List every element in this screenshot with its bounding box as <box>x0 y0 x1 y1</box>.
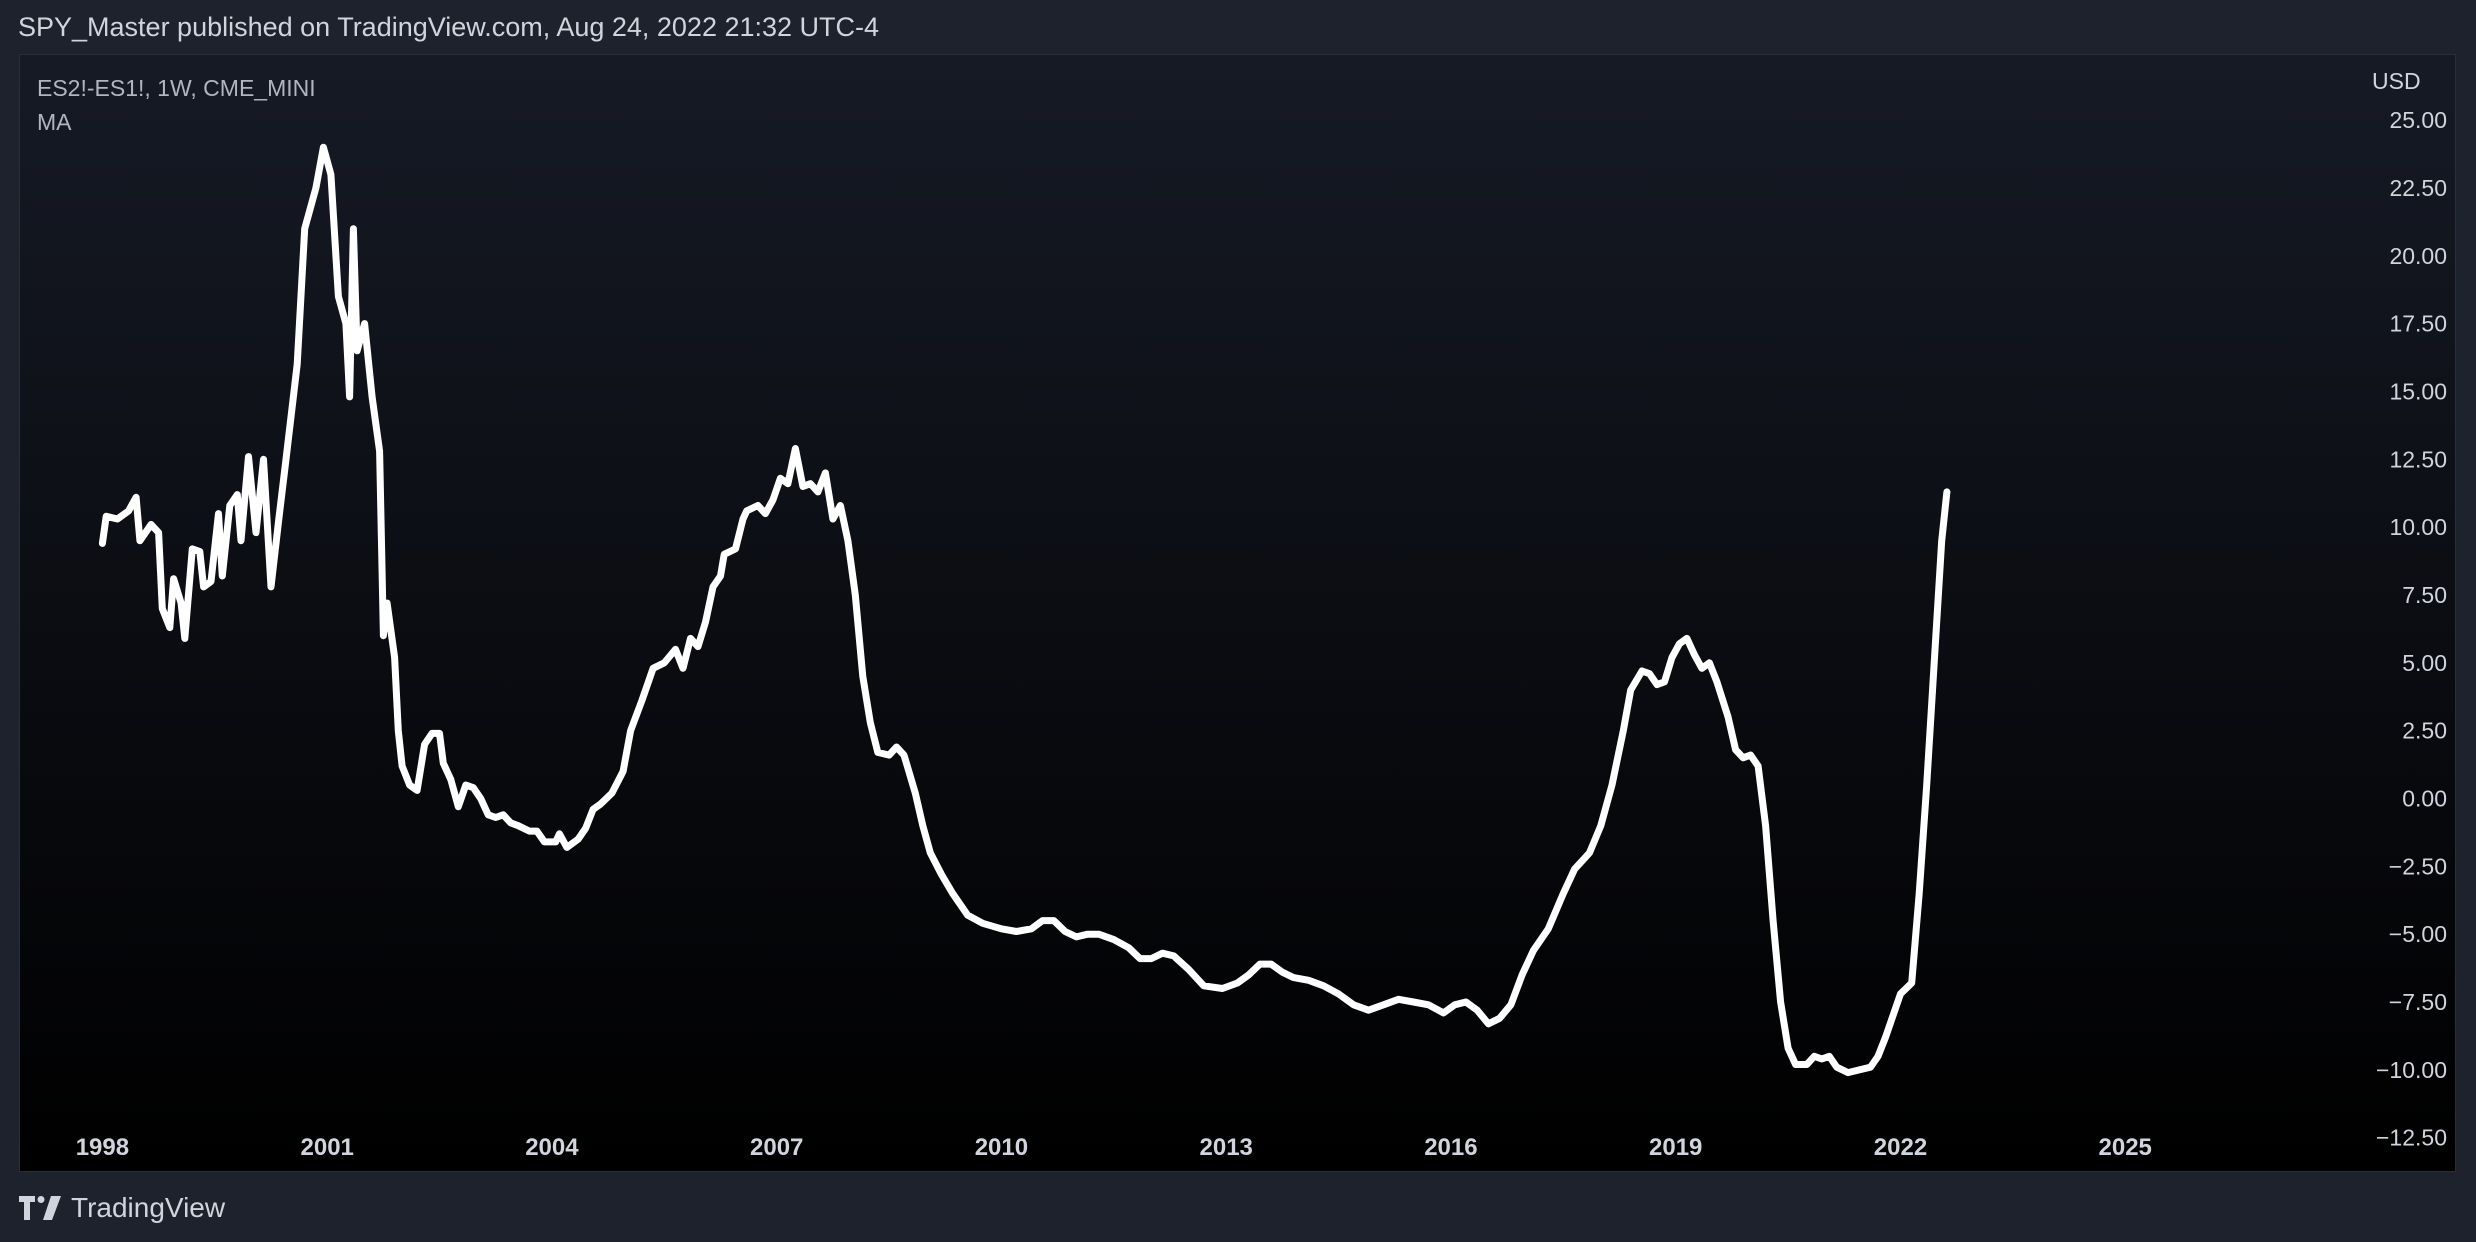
y-tick-label: −12.50 <box>2376 1125 2447 1151</box>
x-tick-label: 2001 <box>301 1134 354 1161</box>
y-tick-label: 22.50 <box>2389 175 2447 201</box>
y-tick-label: 17.50 <box>2389 311 2447 337</box>
footer[interactable]: TradingView <box>19 1192 225 1224</box>
x-tick-label: 2022 <box>1874 1134 1927 1161</box>
x-tick-label: 2004 <box>525 1134 579 1161</box>
series-line-0[interactable] <box>98 143 1951 1077</box>
y-tick-label: 0.00 <box>2402 786 2447 812</box>
symbol-label[interactable]: ES2!-ES1!, 1W, CME_MINI <box>37 75 316 101</box>
y-axis[interactable]: 25.00 22.50 20.00 17.50 15.00 12.50 10.00 7.50 5… <box>2376 107 2447 1151</box>
x-tick-label: 2019 <box>1649 1134 1702 1161</box>
x-tick-label: 2010 <box>975 1134 1028 1161</box>
y-tick-label: 7.50 <box>2402 582 2447 608</box>
chart-legend[interactable]: ES2!-ES1!, 1W, CME_MINI MA <box>37 71 316 139</box>
y-tick-label: 5.00 <box>2402 650 2447 676</box>
y-tick-label: 15.00 <box>2389 379 2447 405</box>
y-tick-label: 20.00 <box>2389 243 2447 269</box>
y-tick-label: −2.50 <box>2389 853 2447 879</box>
y-tick-label: 10.00 <box>2389 514 2447 540</box>
y-tick-label: 12.50 <box>2389 446 2447 472</box>
x-tick-label: 2013 <box>1200 1134 1253 1161</box>
chart-svg[interactable]: 25.00 22.50 20.00 17.50 15.00 12.50 10.00 7.50 5… <box>20 55 2456 1172</box>
x-axis[interactable]: 1998 2001 2004 2007 2010 2013 2016 2019 2022 2025 <box>76 1134 2152 1161</box>
indicator-label[interactable]: MA <box>37 109 72 135</box>
plot-area <box>98 143 1951 1077</box>
y-axis-unit-label: USD <box>2372 68 2421 94</box>
y-tick-label: 25.00 <box>2389 107 2447 133</box>
x-tick-label: 2007 <box>750 1134 803 1161</box>
y-tick-label: −7.50 <box>2389 989 2447 1015</box>
brand-name: TradingView <box>71 1192 226 1223</box>
published-header: SPY_Master published on TradingView.com,… <box>18 12 880 42</box>
x-tick-label: 2025 <box>2099 1134 2152 1161</box>
y-tick-label: 2.50 <box>2402 718 2447 744</box>
x-tick-label: 2016 <box>1424 1134 1477 1161</box>
chart-pane[interactable]: 25.00 22.50 20.00 17.50 15.00 12.50 10.00 7.50 5… <box>19 54 2456 1172</box>
x-tick-label: 1998 <box>76 1134 129 1161</box>
y-tick-label: −5.00 <box>2389 921 2447 947</box>
y-tick-label: −10.00 <box>2376 1057 2447 1083</box>
tradingview-logo-icon <box>19 1196 61 1220</box>
